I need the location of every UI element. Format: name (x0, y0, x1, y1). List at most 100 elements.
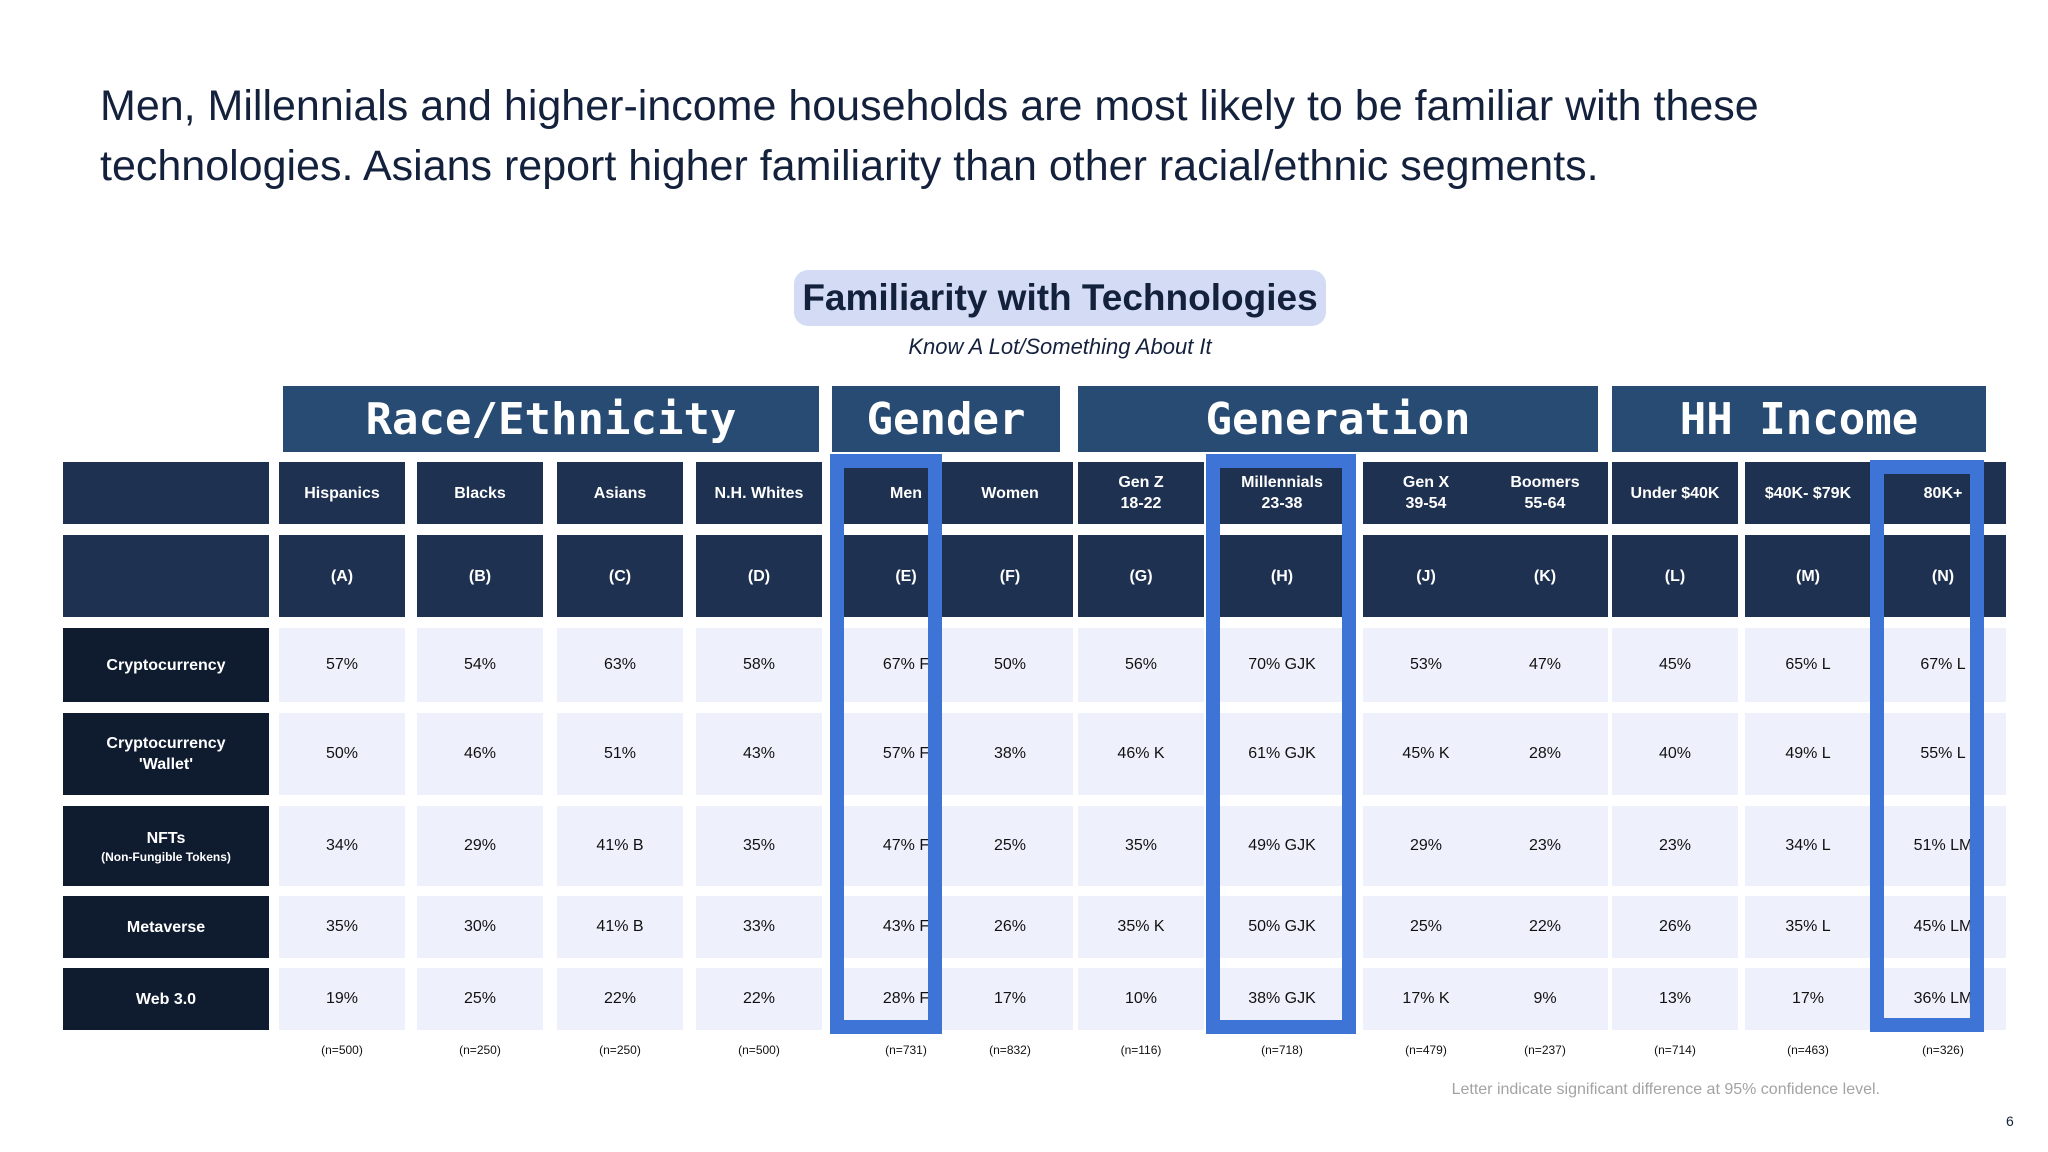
column-code: (F) (947, 535, 1073, 617)
column-code: (H) (1219, 535, 1345, 617)
table-cell: 29% (417, 806, 543, 886)
column-header-label: $40K- $79K (1764, 484, 1852, 502)
table-cell: 33% (696, 896, 822, 958)
column-header: Women (947, 462, 1073, 524)
table-cell: 17% K (1363, 968, 1489, 1030)
table-cell: 50% (279, 713, 405, 795)
row-label-text: Web 3.0 (135, 990, 197, 1008)
table-cell: 67% L (1880, 628, 2006, 702)
table-cell: 40% (1612, 713, 1738, 795)
table-cell: 34% (279, 806, 405, 886)
table-cell: 23% (1482, 806, 1608, 886)
table-cell: 26% (1612, 896, 1738, 958)
table-cell: 41% B (557, 896, 683, 958)
column-header-label: Blacks (454, 484, 506, 502)
column-header: Boomers 55-64 (1482, 462, 1608, 524)
column-header-label: Hispanics (304, 484, 380, 502)
column-header-label: N.H. Whites (714, 484, 804, 502)
column-code: (C) (557, 535, 683, 617)
table-cell: 10% (1078, 968, 1204, 1030)
table-cell: 46% K (1078, 713, 1204, 795)
row-label-text: Cryptocurrency 'Wallet' (106, 735, 226, 773)
sample-size: (n=500) (738, 1043, 780, 1057)
table-cell: 22% (1482, 896, 1608, 958)
column-header-label: 39-54 (1405, 495, 1447, 512)
table-cell: 23% (1612, 806, 1738, 886)
column-header: Asians (557, 462, 683, 524)
row-label-text: Metaverse (126, 918, 206, 936)
table-cell: 35% (279, 896, 405, 958)
table-cell: 34% L (1745, 806, 1871, 886)
column-header-label: 80K+ (1923, 484, 1963, 502)
column-code: (G) (1078, 535, 1204, 617)
column-header-label: Gen Z (1118, 474, 1164, 491)
footnote: Letter indicate significant difference a… (1451, 1081, 1880, 1098)
column-header-label: Women (981, 484, 1039, 502)
sample-size: (n=479) (1405, 1043, 1447, 1057)
group-header-generation: Generation (1078, 386, 1598, 452)
column-header: Millennials 23-38 (1219, 462, 1345, 524)
row-label: Metaverse (63, 896, 269, 958)
column-code: (A) (279, 535, 405, 617)
table-cell: 58% (696, 628, 822, 702)
group-header-hh-income: HH Income (1612, 386, 1986, 452)
sample-size: (n=237) (1524, 1043, 1566, 1057)
table-cell: 55% L (1880, 713, 2006, 795)
sample-size: (n=714) (1654, 1043, 1696, 1057)
table-cell: 56% (1078, 628, 1204, 702)
sample-size: (n=718) (1261, 1043, 1303, 1057)
table-cell: 13% (1612, 968, 1738, 1030)
table-cell: 38% (947, 713, 1073, 795)
sample-size: (n=500) (321, 1043, 363, 1057)
sample-size: (n=116) (1120, 1043, 1162, 1057)
table-cell: 25% (1363, 896, 1489, 958)
row-label: NFTs (Non-Fungible Tokens) (63, 806, 269, 886)
table-cell: 45% K (1363, 713, 1489, 795)
table-cell: 35% (696, 806, 822, 886)
row-label-text: Cryptocurrency (106, 656, 226, 674)
table-cell: 35% (1078, 806, 1204, 886)
column-header-label: Men (890, 484, 922, 502)
sample-size: (n=731) (885, 1043, 927, 1057)
column-header: Gen Z 18-22 (1078, 462, 1204, 524)
column-header-label: Gen X (1402, 474, 1450, 491)
table-cell: 41% B (557, 806, 683, 886)
sample-size: (n=463) (1787, 1043, 1829, 1057)
column-code: (L) (1612, 535, 1738, 617)
table-cell: 43% (696, 713, 822, 795)
column-header: Blacks (417, 462, 543, 524)
sample-size: (n=250) (459, 1043, 501, 1057)
table-cell: 22% (557, 968, 683, 1030)
table-cell: 51% LM (1880, 806, 2006, 886)
table-cell: 46% (417, 713, 543, 795)
column-header-label: Boomers (1510, 474, 1580, 491)
table-cell: 30% (417, 896, 543, 958)
column-code: (J) (1363, 535, 1489, 617)
table-cell: 17% (1745, 968, 1871, 1030)
table-cell: 49% GJK (1219, 806, 1345, 886)
table-cell: 70% GJK (1219, 628, 1345, 702)
highlight-men-column (830, 454, 942, 1034)
sample-size: (n=832) (989, 1043, 1031, 1057)
group-header-race-ethnicity: Race/Ethnicity (283, 386, 819, 452)
column-code: (M) (1745, 535, 1871, 617)
table-cell: 50% GJK (1219, 896, 1345, 958)
column-header: Hispanics (279, 462, 405, 524)
table-cell: 45% LM (1880, 896, 2006, 958)
table-cell: 50% (947, 628, 1073, 702)
table-cell: 35% K (1078, 896, 1204, 958)
column-header-label: Asians (593, 484, 647, 502)
sample-size: (n=250) (599, 1043, 641, 1057)
table-cell: 65% L (1745, 628, 1871, 702)
table-cell: 35% L (1745, 896, 1871, 958)
column-header-label: 55-64 (1524, 495, 1566, 512)
table-cell: 22% (696, 968, 822, 1030)
column-code: (B) (417, 535, 543, 617)
table-cell: 17% (947, 968, 1073, 1030)
row-label: Web 3.0 (63, 968, 269, 1030)
chart-subtitle: Know A Lot/Something About It (908, 334, 1212, 359)
column-header-label: 18-22 (1120, 495, 1162, 512)
highlight-millennials-column (1206, 454, 1356, 1034)
corner-blank-top (63, 462, 269, 524)
table-cell: 57% (279, 628, 405, 702)
